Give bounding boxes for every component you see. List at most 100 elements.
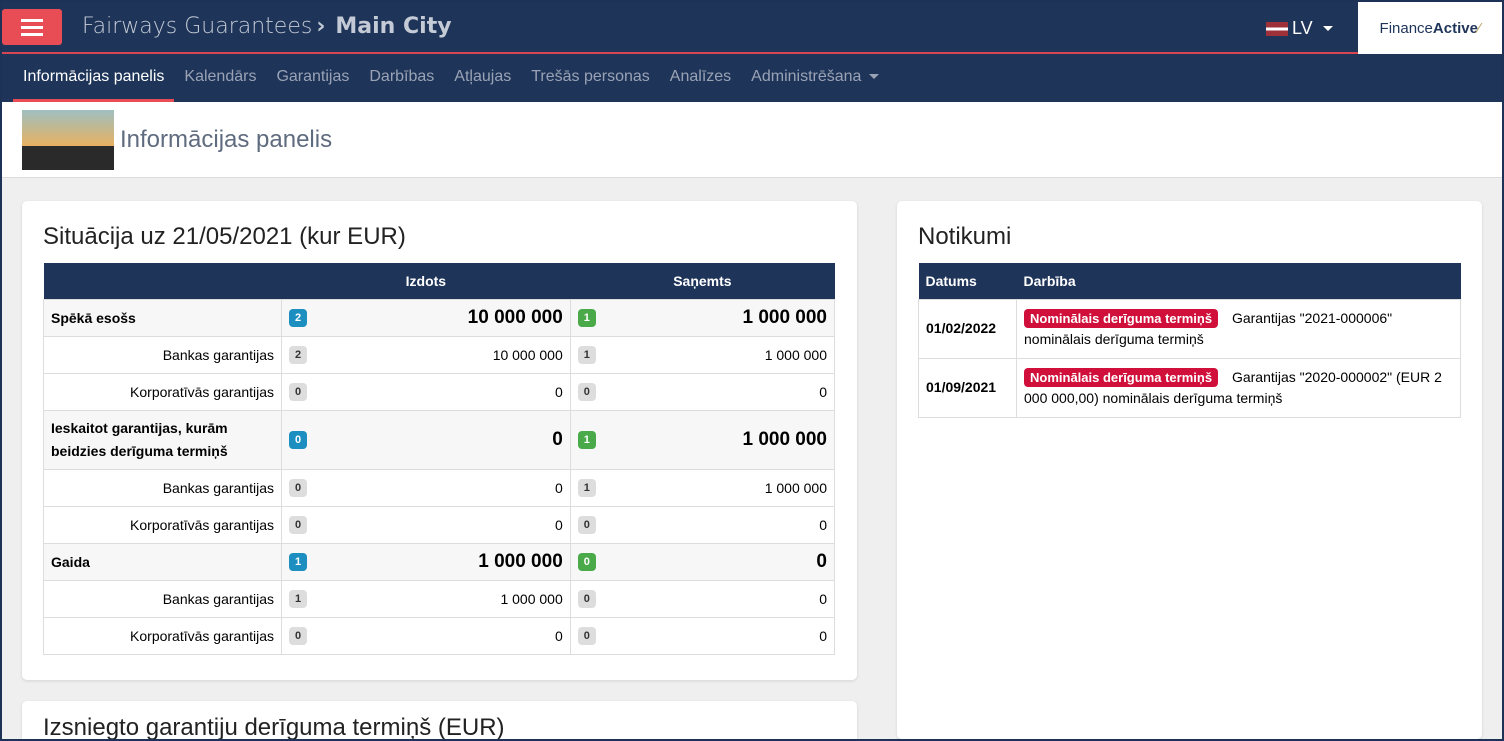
row-label: Bankas garantijas (43, 468, 282, 507)
event-text: Garantijas "2020-000002" (EUR 2 000 000,… (1024, 368, 1442, 406)
count-badge: 0 (577, 590, 596, 608)
top-bar: Fairways Guarantees › Main City LV Finance… (2, 2, 1502, 54)
caret-down-icon (869, 74, 880, 80)
event-row[interactable]: 01/02/2022 Nominālais derīguma termiņš Ga… (918, 298, 1461, 359)
event-date: 01/09/2021 (918, 357, 1017, 418)
count-badge: 1 (577, 479, 596, 497)
col-header-issued: Izdots (281, 263, 571, 299)
nav-label: Analīzes (669, 68, 732, 85)
issued-value: 10 000 000 (315, 298, 571, 337)
received-value: 1 000 000 (604, 298, 836, 337)
issued-count: 0 (281, 372, 316, 411)
count-badge: 0 (577, 627, 596, 645)
issued-count: 0 (281, 468, 316, 507)
count-badge: 1 (577, 431, 596, 449)
issued-count: 0 (281, 616, 316, 655)
issued-count: 0 (281, 409, 316, 470)
count-badge: 0 (577, 383, 596, 401)
count-badge: 0 (289, 516, 307, 534)
event-tag: Nominālais derīguma termiņš (1024, 367, 1219, 387)
entity-name: Main City (335, 14, 452, 39)
expiry-title: Izsniegto garantiju derīguma termiņš (EU… (43, 714, 505, 740)
table-row: Bankas garantijas 0 0 1 1 000 000 (43, 468, 836, 507)
received-value: 1 000 000 (604, 409, 836, 470)
financeactive-logo: Finance Active ⁄ (1358, 2, 1502, 54)
row-label: Korporatīvās garantijas (43, 505, 282, 544)
nav-label: Garantijas (276, 68, 350, 85)
expiry-card: Izsniegto garantiju derīguma termiņš (EU… (22, 701, 857, 739)
nav-label: Darbības (369, 68, 435, 85)
table-row: Korporatīvās garantijas 0 0 0 0 (43, 372, 836, 411)
count-badge: 0 (289, 431, 307, 449)
table-row: Gaida 1 1 000 000 0 0 (43, 542, 836, 581)
nav-item[interactable]: Informācijas panelis (13, 54, 175, 102)
nav-item[interactable]: Trešās personas (521, 54, 660, 102)
table-row: Bankas garantijas 1 1 000 000 0 0 (43, 579, 836, 618)
received-count: 0 (569, 372, 605, 411)
issued-count: 1 (281, 542, 316, 581)
issued-value: 0 (315, 372, 571, 411)
situation-card: Situācija uz 21/05/2021 (kur EUR) Izdots… (22, 201, 857, 680)
row-label: Bankas garantijas (43, 335, 282, 374)
count-badge: 2 (289, 346, 307, 364)
issued-value: 0 (315, 616, 571, 655)
latvia-flag-icon (1266, 21, 1288, 36)
caret-down-icon (1322, 26, 1333, 31)
row-label: Korporatīvās garantijas (43, 372, 282, 411)
received-value: 0 (604, 542, 836, 581)
nav-label: Administrēšana (751, 68, 862, 85)
received-count: 0 (569, 579, 605, 618)
row-label: Gaida (43, 542, 282, 581)
issued-count: 2 (281, 335, 316, 374)
received-count: 1 (569, 409, 605, 470)
page-title: Informācijas panelis (120, 125, 333, 153)
received-value: 0 (604, 579, 836, 618)
count-badge: 1 (289, 553, 307, 571)
events-card: Notikumi Datums Darbība 01/02/2022 Nomināl… (897, 201, 1482, 739)
nav-item[interactable]: Administrēšana (741, 54, 889, 102)
row-label: Bankas garantijas (43, 579, 282, 618)
nav-item[interactable]: Analīzes (660, 54, 741, 102)
received-count: 0 (569, 616, 605, 655)
issued-value: 1 000 000 (315, 579, 571, 618)
nav-item[interactable]: Atļaujas (444, 54, 521, 102)
issued-value: 0 (315, 505, 571, 544)
count-badge: 0 (577, 553, 596, 571)
event-text: Garantijas "2021-000006" nominālais derī… (1024, 309, 1393, 347)
table-row: Korporatīvās garantijas 0 0 0 0 (43, 616, 836, 655)
issued-value: 0 (315, 468, 571, 507)
col-header-received: Saņemts (570, 263, 835, 299)
nav-label: Informācijas panelis (23, 68, 165, 85)
received-count: 1 (569, 468, 605, 507)
received-value: 0 (604, 372, 836, 411)
issued-count: 0 (281, 505, 316, 544)
col-header-action: Darbība (1016, 263, 1461, 299)
nav-label: Trešās personas (531, 68, 650, 85)
situation-table: Izdots Saņemts Spēkā esošs 2 10 000 000 1 1 0… (43, 263, 836, 655)
nav-item[interactable]: Garantijas (266, 54, 359, 102)
nav-item[interactable]: Darbības (359, 54, 444, 102)
received-value: 0 (604, 505, 836, 544)
received-count: 1 (569, 335, 605, 374)
issued-count: 2 (281, 298, 316, 337)
menu-button[interactable] (2, 9, 62, 45)
event-date: 01/02/2022 (918, 298, 1017, 359)
brand-name[interactable]: Fairways Guarantees (82, 14, 313, 39)
language-selector[interactable]: LV (1266, 18, 1333, 39)
count-badge: 0 (289, 383, 307, 401)
count-badge: 1 (289, 590, 307, 608)
count-badge: 0 (289, 479, 307, 497)
issued-value: 0 (315, 409, 571, 470)
chevron-right-icon: › (316, 14, 326, 39)
received-value: 1 000 000 (604, 335, 836, 374)
nav-item[interactable]: Kalendārs (174, 54, 266, 102)
count-badge: 0 (289, 627, 307, 645)
table-row: Spēkā esošs 2 10 000 000 1 1 000 000 (43, 298, 836, 337)
row-label: Korporatīvās garantijas (43, 616, 282, 655)
issued-value: 1 000 000 (315, 542, 571, 581)
received-count: 0 (569, 505, 605, 544)
issued-value: 10 000 000 (315, 335, 571, 374)
events-title: Notikumi (918, 223, 1012, 250)
event-row[interactable]: 01/09/2021 Nominālais derīguma termiņš Ga… (918, 357, 1461, 418)
nav-label: Kalendārs (184, 68, 257, 85)
